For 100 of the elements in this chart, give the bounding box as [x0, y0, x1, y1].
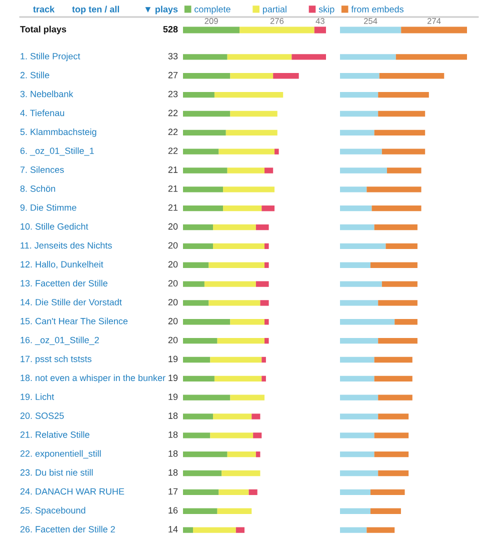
- bar: [366, 186, 422, 192]
- y-tick-label: 18. not even a whisper in the bunker: [20, 374, 166, 383]
- bar: [183, 168, 228, 174]
- bar: [208, 262, 265, 268]
- bar: [382, 281, 418, 287]
- bar: [230, 110, 278, 117]
- y-tick-label: 16. _oz_01_Stille_2: [20, 336, 99, 345]
- y-tick-label: 12. Hallo, Dunkelheit: [20, 260, 104, 269]
- text: 14: [168, 526, 178, 532]
- bar: [264, 168, 274, 174]
- bar: [183, 452, 228, 458]
- y-tick-label: 14. Die Stille der Vorstadt: [20, 298, 122, 306]
- text: 22: [168, 110, 178, 116]
- y-tick-label: 15. Can't Hear The Silence: [20, 318, 128, 324]
- bar: [340, 414, 378, 420]
- bar: [374, 376, 412, 382]
- bar: [374, 452, 409, 458]
- data-label: 43: [316, 18, 324, 24]
- bar: [183, 262, 209, 268]
- text: 33: [168, 52, 178, 60]
- bar: [256, 452, 260, 458]
- bar: [252, 414, 260, 420]
- text: 16: [168, 507, 178, 514]
- bar: [340, 394, 378, 400]
- bar: [183, 206, 224, 212]
- bar: [374, 130, 426, 136]
- bar: [262, 376, 266, 382]
- text: 20: [168, 318, 178, 324]
- bar: [217, 508, 252, 514]
- bar: [378, 414, 409, 420]
- bar: [264, 243, 269, 250]
- bar: [226, 130, 278, 136]
- bar: [394, 319, 418, 325]
- bar: [378, 300, 418, 306]
- y-tick-label: 13. Facetten der Stille: [20, 280, 108, 286]
- y-tick-label: 22. exponentiell_still: [20, 450, 101, 459]
- bar: [378, 338, 418, 344]
- y-tick-label: 5. Klammbachsteig: [20, 128, 96, 137]
- bar: [264, 262, 269, 268]
- legend-label: from embeds: [351, 6, 404, 12]
- bar: [340, 130, 374, 136]
- text: 19: [168, 356, 178, 362]
- y-tick-label: 26. Facetten der Stille 2: [20, 526, 115, 532]
- bar: [370, 489, 405, 496]
- text: 23: [168, 90, 178, 98]
- bar: [274, 148, 279, 154]
- bar: [183, 186, 224, 192]
- text: 20: [168, 336, 178, 344]
- text: 19: [168, 374, 178, 382]
- y-tick-label: 25. Spacebound: [20, 506, 86, 516]
- text: ▼ plays: [145, 6, 178, 14]
- bar: [340, 338, 378, 344]
- bar: [292, 54, 326, 60]
- text: top ten / all: [72, 6, 120, 14]
- bar: [248, 489, 258, 496]
- text: 20: [168, 261, 178, 268]
- bar: [183, 92, 214, 98]
- text: 21: [168, 204, 178, 211]
- bar: [340, 432, 374, 438]
- bar: [183, 130, 226, 136]
- bar: [260, 300, 269, 306]
- bar: [396, 54, 467, 60]
- text: 18: [168, 469, 178, 476]
- bar: [183, 148, 219, 154]
- bar: [374, 356, 412, 363]
- bar: [262, 206, 275, 212]
- bar: [379, 73, 444, 79]
- bar: [183, 376, 214, 382]
- bar: [378, 470, 409, 476]
- bar: [183, 414, 214, 420]
- bar: [218, 489, 249, 496]
- bar: [208, 300, 260, 306]
- text: 20: [168, 298, 178, 306]
- bar: [210, 356, 262, 363]
- bar: [340, 300, 378, 306]
- text: 17: [168, 488, 178, 495]
- bar: [264, 338, 269, 344]
- y-tick-label: 8. Schön: [20, 185, 56, 192]
- bar: [340, 186, 367, 192]
- y-tick-label: 4. Tiefenau: [20, 110, 64, 116]
- y-tick-label: 20. SOS25: [20, 412, 64, 419]
- y-tick-label: 24. DANACH WAR RUHE: [20, 488, 124, 495]
- data-label: 254: [364, 18, 378, 24]
- text: 21: [168, 166, 178, 173]
- bar: [223, 206, 262, 212]
- y-tick-label: 10. Stille Gedicht: [20, 223, 88, 230]
- bar: [378, 92, 429, 98]
- y-tick-label: 2. Stille: [20, 72, 50, 78]
- bar: [183, 394, 230, 400]
- bar: [374, 432, 409, 438]
- bar: [183, 508, 218, 514]
- bar: [340, 110, 378, 117]
- bar: [183, 281, 204, 287]
- bar: [264, 319, 269, 325]
- bar: [378, 394, 412, 400]
- bar: [340, 148, 382, 154]
- bar: [340, 281, 382, 287]
- bar: [222, 470, 260, 476]
- bar: [366, 527, 395, 533]
- bar: [214, 376, 262, 382]
